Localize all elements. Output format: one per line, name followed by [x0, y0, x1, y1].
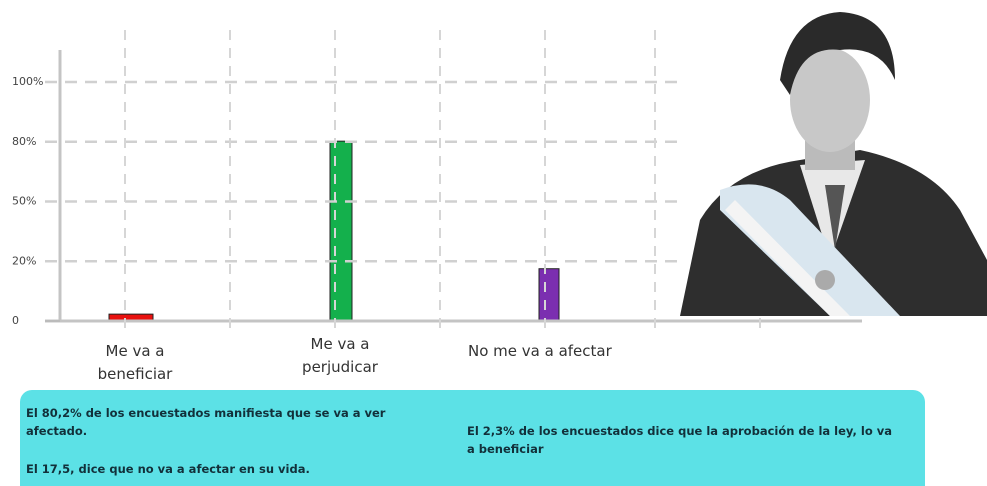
page: 100% 80% 50% 20% 0 El 80,2% de los encuestad…	[0, 0, 987, 486]
x-tick-label: No me va a afectar	[468, 340, 668, 363]
bar	[539, 269, 559, 321]
photo	[680, 0, 987, 316]
bar	[330, 141, 352, 321]
y-tick-label: 0	[12, 314, 19, 327]
info-box: El 80,2% de los encuestados manifiesta q…	[20, 390, 925, 486]
note: El 17,5, dice que no va a afectar en su …	[26, 460, 446, 478]
x-tick-label: Me va a perjudicar	[290, 333, 390, 379]
x-tick-label: Me va a beneficiar	[85, 340, 185, 386]
y-tick-label: 100%	[12, 75, 43, 88]
y-tick-label: 20%	[12, 254, 36, 267]
note: El 80,2% de los encuestados manifiesta q…	[26, 404, 446, 440]
y-tick-label: 50%	[12, 195, 36, 208]
y-tick-label: 80%	[12, 135, 36, 148]
note: El 2,3% de los encuestados dice que la a…	[467, 422, 897, 458]
